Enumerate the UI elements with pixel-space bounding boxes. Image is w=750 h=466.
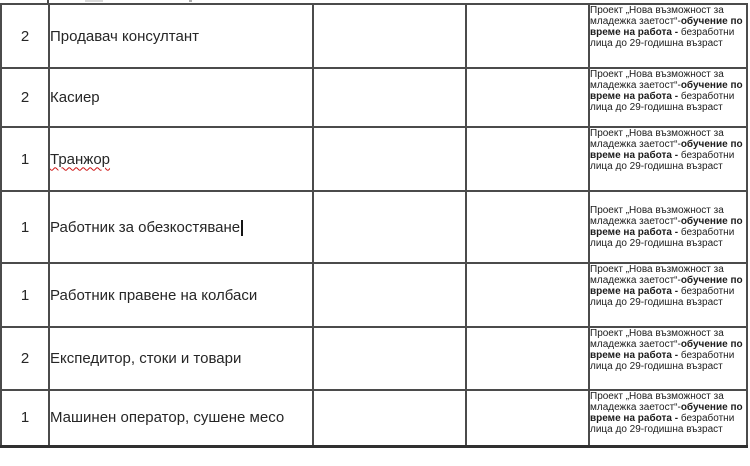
empty-cell[interactable]	[312, 262, 467, 328]
text-cursor	[241, 219, 244, 236]
vacancies-table: 2 Продавач консултант Проект „Нова възмо…	[0, 3, 748, 448]
vacancy-count-cell[interactable]: 1	[0, 126, 50, 192]
project-note-cell[interactable]: Проект „Нова възможност за младежка зает…	[588, 190, 748, 264]
project-note-prefix: Проект „Нова възможност за младежка зает…	[590, 205, 724, 227]
position-title-cell[interactable]: Транжор	[48, 126, 314, 192]
table-row: 2 Продавач консултант Проект „Нова възмо…	[0, 3, 748, 69]
project-note-prefix: Проект „Нова възможност за младежка зает…	[590, 5, 724, 27]
project-note-cell[interactable]: Проект „Нова възможност за младежка зает…	[588, 126, 748, 192]
project-note-suffix: безработни лица до 29-годишна възраст	[590, 91, 735, 113]
empty-cell[interactable]	[312, 389, 467, 448]
table-row: 1 Работник правене на колбаси Проект „Но…	[0, 262, 748, 328]
empty-cell[interactable]	[465, 389, 590, 448]
empty-cell[interactable]	[312, 326, 467, 391]
position-title: Работник за обезкостяване	[50, 218, 241, 236]
project-note-suffix: безработни лица до 29-годишна възраст	[590, 413, 735, 435]
project-note-suffix: безработни лица до 29-годишна възраст	[590, 350, 735, 372]
table-row: 1 Машинен оператор, сушене месо Проект „…	[0, 389, 748, 448]
position-title: Продавач консултант	[50, 27, 200, 45]
project-note-bold: обучение по време на работа -	[590, 80, 743, 102]
table-row: 1 Транжор Проект „Нова възможност за мла…	[0, 126, 748, 192]
project-note-cell[interactable]: Проект „Нова възможност за младежка зает…	[588, 3, 748, 69]
project-note-suffix: безработни лица до 29-годишна възраст	[590, 27, 735, 49]
project-note-bold: обучение по време на работа -	[590, 139, 743, 161]
position-title-cell[interactable]: Касиер	[48, 67, 314, 128]
project-note-cell[interactable]: Проект „Нова възможност за младежка зает…	[588, 262, 748, 328]
empty-cell[interactable]	[312, 126, 467, 192]
position-title: Касиер	[50, 89, 100, 106]
project-note-prefix: Проект „Нова възможност за младежка зает…	[590, 69, 724, 91]
empty-cell[interactable]	[312, 67, 467, 128]
empty-cell[interactable]	[465, 190, 590, 264]
project-note-suffix: безработни лица до 29-годишна възраст	[590, 227, 735, 249]
project-note-cell[interactable]: Проект „Нова възможност за младежка зает…	[588, 67, 748, 128]
vacancy-count-cell[interactable]: 1	[0, 389, 50, 448]
vacancy-count-cell[interactable]: 2	[0, 3, 50, 69]
vacancy-count-cell[interactable]: 1	[0, 190, 50, 264]
project-note-cell[interactable]: Проект „Нова възможност за младежка зает…	[588, 326, 748, 391]
position-title: Работник правене на колбаси	[50, 286, 258, 304]
position-title-cell[interactable]: Продавач консултант	[48, 3, 314, 69]
position-title: Експедитор, стоки и товари	[50, 350, 242, 367]
cutoff-row-artifact	[85, 0, 103, 2]
vacancy-count-cell[interactable]: 1	[0, 262, 50, 328]
empty-cell[interactable]	[312, 190, 467, 264]
table-row: 1 Работник за обезкостяване Проект „Нова…	[0, 190, 748, 264]
project-note-prefix: Проект „Нова възможност за младежка зает…	[590, 391, 724, 413]
project-note-prefix: Проект „Нова възможност за младежка зает…	[590, 264, 724, 286]
empty-cell[interactable]	[465, 326, 590, 391]
vacancy-count-cell[interactable]: 2	[0, 67, 50, 128]
position-title-cell[interactable]: Работник правене на колбаси	[48, 262, 314, 328]
project-note-cell[interactable]: Проект „Нова възможност за младежка зает…	[588, 389, 748, 448]
project-note-suffix: безработни лица до 29-годишна възраст	[590, 150, 735, 172]
empty-cell[interactable]	[312, 3, 467, 69]
project-note-bold: обучение по време на работа -	[590, 339, 743, 361]
position-title-misspelled: Транжор	[50, 150, 111, 168]
project-note-prefix: Проект „Нова възможност за младежка зает…	[590, 128, 724, 150]
position-title-cell[interactable]: Експедитор, стоки и товари	[48, 326, 314, 391]
project-note-prefix: Проект „Нова възможност за младежка зает…	[590, 328, 724, 350]
project-note-bold: обучение по време на работа -	[590, 16, 743, 38]
cutoff-row-border-fragment	[47, 0, 49, 3]
table-row: 2 Експедитор, стоки и товари Проект „Нов…	[0, 326, 748, 391]
project-note-bold: обучение по време на работа -	[590, 216, 743, 238]
vacancy-count-cell[interactable]: 2	[0, 326, 50, 391]
position-title: Машинен оператор, сушене месо	[50, 409, 285, 427]
table-row: 2 Касиер Проект „Нова възможност за млад…	[0, 67, 748, 128]
cutoff-row-artifact	[189, 0, 192, 2]
project-note-suffix: безработни лица до 29-годишна възраст	[590, 286, 735, 308]
empty-cell[interactable]	[465, 67, 590, 128]
empty-cell[interactable]	[465, 3, 590, 69]
empty-cell[interactable]	[465, 262, 590, 328]
project-note-bold: обучение по време на работа -	[590, 275, 743, 297]
position-title-cell[interactable]: Машинен оператор, сушене месо	[48, 389, 314, 448]
empty-cell[interactable]	[465, 126, 590, 192]
project-note-bold: обучение по време на работа -	[590, 402, 743, 424]
position-title-cell[interactable]: Работник за обезкостяване	[48, 190, 314, 264]
